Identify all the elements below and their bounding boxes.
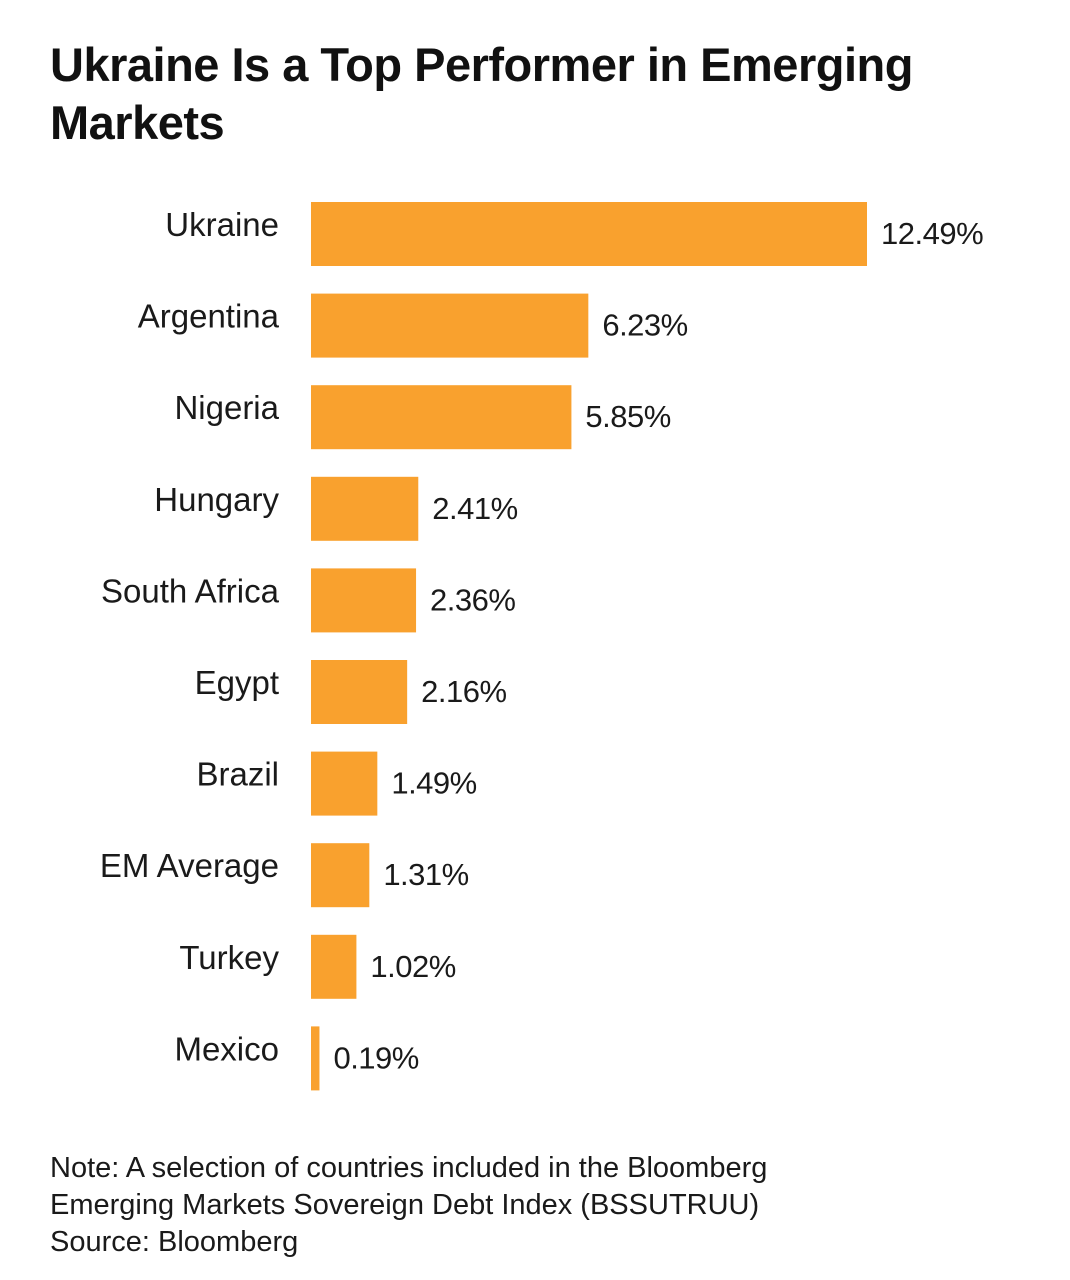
category-label-egypt: Egypt <box>195 664 279 701</box>
source-line: Source: Bloomberg <box>50 1226 299 1258</box>
bar-argentina <box>311 293 589 358</box>
bar-brazil <box>311 751 378 816</box>
category-label-brazil: Brazil <box>196 756 279 793</box>
bar-egypt <box>311 660 408 724</box>
value-label-brazil: 1.49% <box>391 766 476 801</box>
bar-ukraine <box>311 202 867 266</box>
chart-title: Ukraine Is a Top Performer in Emerging M… <box>50 38 913 149</box>
bar-south-africa <box>311 568 417 633</box>
bar-nigeria <box>311 385 572 450</box>
bar-hungary <box>311 476 419 541</box>
category-label-argentina: Argentina <box>138 298 280 335</box>
category-label-mexico: Mexico <box>174 1030 279 1067</box>
note-line-1: Note: A selection of countries included … <box>50 1152 768 1184</box>
value-label-em-average: 1.31% <box>383 857 468 892</box>
value-label-mexico: 0.19% <box>333 1040 418 1075</box>
category-label-em-average: EM Average <box>100 847 279 884</box>
category-label-south-africa: South Africa <box>101 572 280 609</box>
value-label-turkey: 1.02% <box>370 949 455 984</box>
bar-em-average <box>311 843 370 908</box>
category-label-turkey: Turkey <box>179 939 279 976</box>
chart-footer: Note: A selection of countries included … <box>50 1150 1040 1261</box>
bar-chart-svg: Ukraine 12.49% Argentina 6.23% Nigeria 5.85% H… <box>100 202 984 1091</box>
value-label-egypt: 2.16% <box>421 674 506 709</box>
bar-turkey <box>311 934 357 999</box>
value-label-hungary: 2.41% <box>432 491 517 526</box>
bar-chart: Ukraine 12.49% Argentina 6.23% Nigeria 5.85% H… <box>0 180 1070 1120</box>
value-label-ukraine: 12.49% <box>881 216 983 251</box>
value-label-nigeria: 5.85% <box>585 399 670 434</box>
value-label-south-africa: 2.36% <box>430 582 515 617</box>
category-label-hungary: Hungary <box>154 481 279 518</box>
category-label-ukraine: Ukraine <box>165 206 279 243</box>
bar-mexico <box>311 1026 320 1091</box>
value-label-argentina: 6.23% <box>602 308 687 343</box>
note-line-2: Emerging Markets Sovereign Debt Index (B… <box>50 1189 760 1221</box>
category-label-nigeria: Nigeria <box>174 389 279 426</box>
